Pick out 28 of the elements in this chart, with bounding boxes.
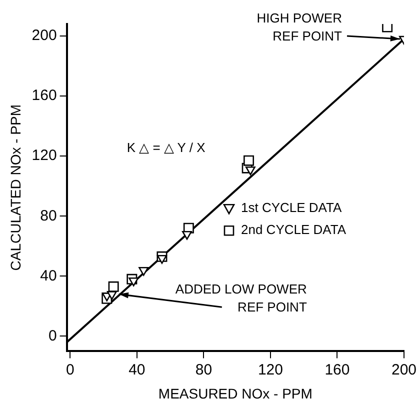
x-tick-label: 40 — [128, 361, 146, 378]
annotation: HIGH POWER REF POINT — [256, 10, 342, 44]
x-tick-label: 120 — [258, 361, 283, 378]
point — [245, 166, 256, 176]
y-tick-label: 0 — [48, 327, 57, 344]
point — [108, 281, 119, 292]
y-tick-label: 80 — [40, 207, 57, 224]
legend-label: 2nd CYCLE DATA — [241, 222, 346, 238]
y-tick-label: 200 — [32, 27, 57, 44]
x-tick-label: 200 — [391, 361, 417, 378]
point — [128, 278, 139, 286]
annotation: K △ = △ Y / X — [126, 140, 206, 156]
annotation: ADDED LOW POWER REF POINT — [175, 282, 307, 315]
x-tick-label: 160 — [324, 361, 350, 378]
point — [244, 155, 254, 166]
x-axis-title: MEASURED NOx - PPM — [158, 385, 312, 402]
y-tick-label: 120 — [32, 147, 57, 164]
legend-label: 1st CYCLE DATA — [241, 200, 342, 216]
point — [182, 230, 192, 240]
y-tick-label: 160 — [32, 87, 57, 104]
y-axis-title: CALCULATED NOx - PPM — [7, 104, 24, 271]
x-tick-label: 80 — [195, 361, 212, 378]
point — [106, 291, 117, 300]
y-tick-label: 40 — [40, 267, 57, 284]
point — [382, 24, 393, 32]
point — [156, 254, 167, 264]
x-tick-label: 0 — [66, 361, 74, 378]
point — [138, 267, 149, 276]
